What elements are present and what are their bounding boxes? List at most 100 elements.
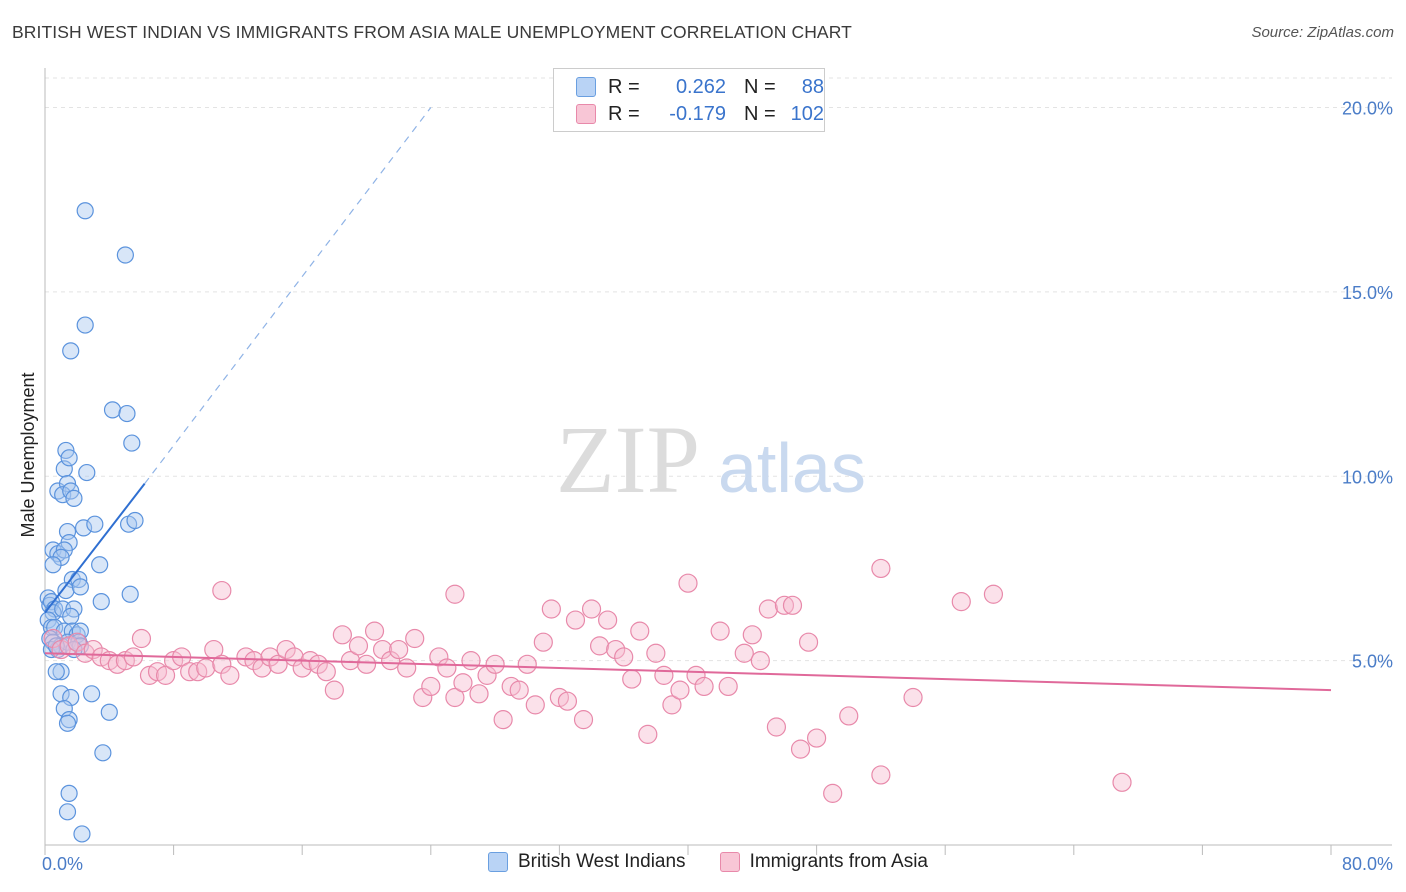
- data-point: [573, 710, 594, 730]
- data-point: [678, 573, 698, 593]
- data-point: [131, 628, 152, 649]
- tick-labels: 5.0% 10.0% 15.0% 20.0% 0.0% 80.0%: [42, 99, 1393, 875]
- data-point: [123, 434, 141, 452]
- data-point: [58, 803, 77, 821]
- data-point: [126, 511, 144, 530]
- data-point: [47, 663, 65, 681]
- data-point: [638, 724, 658, 744]
- data-point: [292, 658, 312, 678]
- data-point: [54, 486, 72, 504]
- data-point: [58, 714, 77, 732]
- data-point: [196, 658, 216, 678]
- data-point: [372, 639, 393, 660]
- data-point: [116, 246, 134, 264]
- y-tick-label: 10.0%: [1342, 467, 1393, 487]
- watermark-atlas: atlas: [718, 429, 866, 507]
- legend-item-british-west-indians: British West Indians: [488, 851, 686, 873]
- data-point: [73, 825, 91, 843]
- data-point: [94, 744, 112, 762]
- data-point: [871, 558, 891, 579]
- data-point: [581, 599, 602, 619]
- legend-swatch-blue: [488, 852, 508, 872]
- data-point: [60, 449, 78, 467]
- data-point: [180, 662, 200, 682]
- data-point: [782, 595, 803, 615]
- data-point: [758, 599, 778, 619]
- data-point: [62, 607, 80, 625]
- data-point: [774, 595, 795, 615]
- data-point: [100, 703, 118, 721]
- data-point: [244, 651, 264, 671]
- legend-swatch-pink: [576, 104, 596, 124]
- legend-r-label: R =: [608, 75, 640, 98]
- data-point: [121, 585, 139, 603]
- data-point: [78, 463, 96, 482]
- trend-line-extension-british-west-indians: [144, 107, 432, 484]
- data-point: [43, 628, 63, 649]
- legend-r-label: R =: [608, 102, 640, 125]
- data-point: [1112, 772, 1132, 792]
- data-point: [413, 687, 433, 708]
- data-point: [798, 632, 819, 652]
- correlation-legend: R = 0.262 N = 88 R = -0.179 N = 102: [553, 68, 825, 132]
- data-point: [220, 665, 240, 685]
- data-point: [92, 593, 110, 611]
- data-point: [469, 684, 489, 704]
- series-legend: British West Indians Immigrants from Asi…: [488, 851, 962, 873]
- data-point: [212, 580, 232, 601]
- data-point: [839, 706, 859, 726]
- data-point: [340, 651, 361, 671]
- legend-n-label: N =: [744, 75, 776, 98]
- data-point: [389, 639, 409, 660]
- data-point: [622, 669, 642, 689]
- x-tick-label: 80.0%: [1342, 854, 1393, 874]
- y-tick-label: 20.0%: [1342, 99, 1393, 119]
- data-point: [734, 643, 754, 663]
- data-point: [260, 647, 280, 667]
- data-point: [76, 316, 94, 334]
- data-point: [445, 584, 465, 604]
- data-point: [74, 519, 93, 537]
- data-point: [766, 717, 787, 737]
- data-point: [557, 691, 578, 711]
- x-tick-label: 0.0%: [42, 854, 83, 874]
- legend-n-value: 88: [801, 75, 824, 98]
- data-point: [823, 783, 843, 803]
- legend-r-value: -0.179: [669, 102, 726, 125]
- data-point: [212, 654, 232, 674]
- data-point: [397, 658, 417, 678]
- data-point: [103, 401, 122, 419]
- data-point: [62, 342, 80, 360]
- data-point: [694, 676, 714, 697]
- data-point: [983, 584, 1004, 604]
- data-point: [517, 654, 537, 674]
- data-point: [324, 680, 344, 700]
- data-point: [356, 654, 377, 674]
- series-british-west-indians: [39, 202, 144, 843]
- data-point: [91, 556, 109, 574]
- data-point: [421, 676, 441, 697]
- legend-swatch-pink: [719, 852, 740, 872]
- watermark: ZIP atlas: [556, 406, 866, 513]
- legend-r-value: 0.262: [675, 75, 726, 98]
- data-point: [541, 599, 561, 619]
- grid-lines: [45, 77, 1392, 662]
- data-point: [951, 592, 971, 612]
- y-tick-label: 5.0%: [1352, 652, 1393, 672]
- data-point: [654, 665, 674, 685]
- data-point: [44, 556, 62, 574]
- legend-label: British West Indians: [518, 851, 686, 872]
- y-axis-label: Male Unemployment: [18, 372, 38, 537]
- data-point: [533, 632, 553, 652]
- data-point: [790, 739, 811, 759]
- legend-swatch-blue: [576, 77, 596, 97]
- data-point: [630, 621, 650, 641]
- data-point: [461, 651, 481, 671]
- trend-lines: [44, 107, 1332, 692]
- data-point: [71, 578, 89, 596]
- legend-label: Immigrants from Asia: [749, 851, 928, 872]
- trend-line-immigrants-from-asia: [44, 652, 1332, 692]
- data-point: [445, 687, 465, 708]
- data-point: [308, 654, 328, 674]
